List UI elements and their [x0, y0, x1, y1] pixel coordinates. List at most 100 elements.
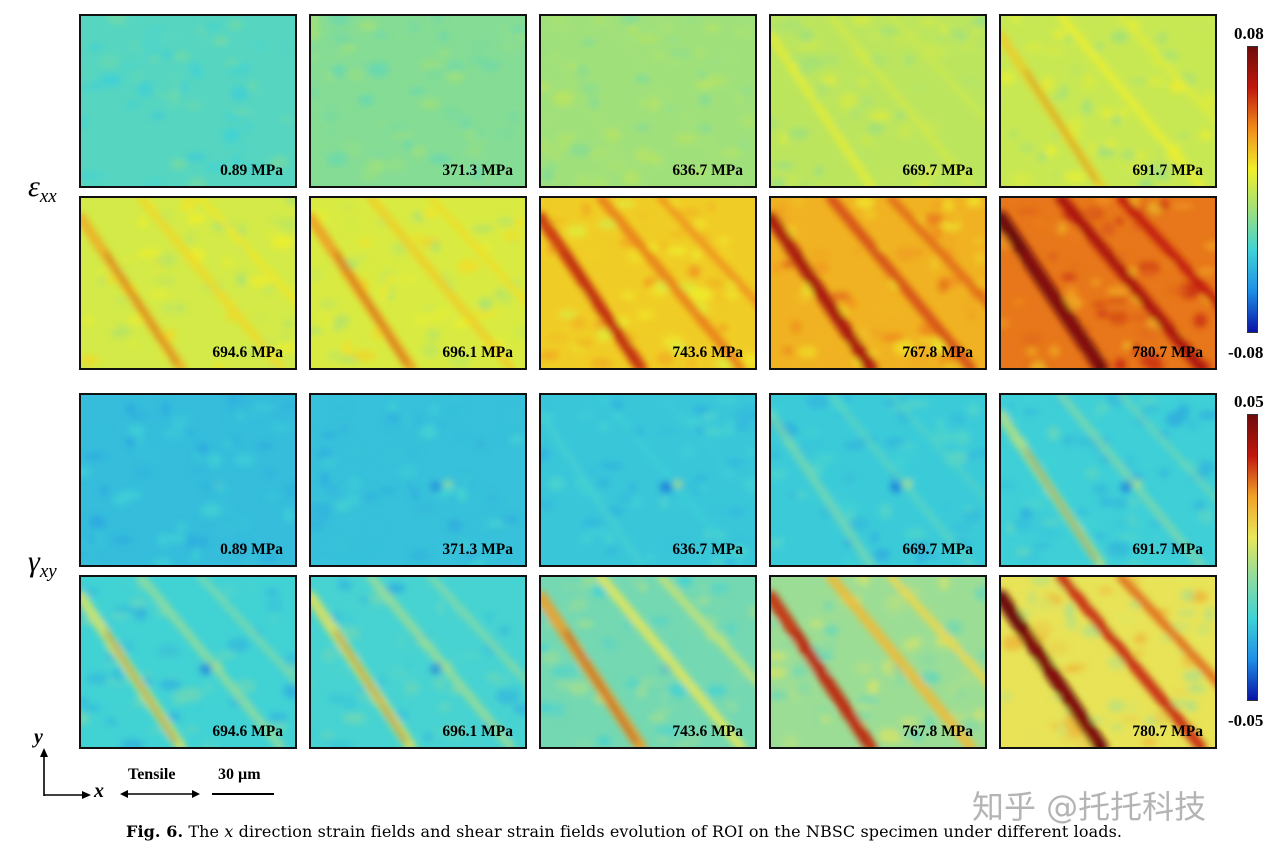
- field-speckle: [203, 21, 222, 32]
- field-speckle: [172, 51, 191, 62]
- field-speckle: [81, 712, 90, 726]
- field-speckle: [771, 116, 779, 131]
- field-speckle: [724, 700, 739, 713]
- field-speckle: [1081, 99, 1093, 115]
- field-speckle: [84, 60, 100, 67]
- field-speckle: [119, 577, 129, 587]
- field-speckle: [320, 472, 330, 488]
- field-speckle: [715, 601, 725, 612]
- field-speckle: [668, 48, 692, 60]
- field-speckle: [733, 24, 751, 39]
- field-speckle: [311, 726, 318, 741]
- exx-panel: 767.8 MPa: [769, 196, 987, 370]
- field-speckle: [274, 408, 290, 422]
- field-speckle: [1010, 173, 1033, 186]
- field-speckle: [914, 247, 925, 257]
- field-speckle: [331, 324, 344, 331]
- load-label: 636.7 MPa: [672, 162, 743, 179]
- field-speckle: [311, 105, 327, 119]
- field-speckle: [441, 106, 462, 122]
- field-speckle: [165, 328, 177, 342]
- gxy-panel: 636.7 MPa: [539, 393, 757, 567]
- field-speckle: [195, 30, 210, 45]
- field-speckle: [634, 147, 652, 164]
- field-speckle: [771, 177, 787, 186]
- field-speckle: [446, 402, 462, 418]
- field-speckle: [120, 739, 145, 747]
- field-speckle: [388, 402, 398, 413]
- field-speckle: [1119, 107, 1128, 118]
- field-speckle: [909, 541, 930, 551]
- field-speckle: [441, 313, 461, 322]
- field-speckle: [89, 160, 107, 171]
- field-speckle: [1128, 313, 1151, 322]
- field-speckle: [335, 500, 350, 512]
- exx-field-map: [541, 16, 755, 186]
- field-speckle: [1115, 217, 1124, 225]
- field-speckle: [326, 484, 340, 497]
- field-speckle: [904, 527, 927, 540]
- field-speckle: [1051, 172, 1063, 180]
- field-speckle: [346, 68, 366, 81]
- field-speckle: [1111, 114, 1121, 126]
- field-speckle: [705, 277, 725, 290]
- field-speckle: [423, 733, 433, 741]
- field-speckle: [311, 88, 321, 98]
- field-speckle: [450, 433, 472, 441]
- caption-italic-x: x: [224, 822, 234, 841]
- x-axis-label: x: [94, 780, 104, 802]
- field-speckle: [161, 401, 170, 416]
- field-speckle: [919, 18, 938, 26]
- field-speckle: [1124, 454, 1137, 471]
- field-speckle: [1114, 358, 1127, 368]
- field-speckle: [81, 117, 86, 128]
- gxy-panel: 669.7 MPa: [769, 393, 987, 567]
- field-speckle: [965, 20, 974, 34]
- field-speckle: [1112, 497, 1128, 510]
- field-speckle: [1158, 260, 1179, 269]
- field-speckle: [932, 226, 943, 239]
- field-speckle: [693, 474, 709, 482]
- field-speckle: [380, 418, 396, 429]
- gxy-field-map: [771, 395, 985, 565]
- field-speckle: [470, 166, 485, 181]
- field-speckle: [678, 444, 698, 459]
- field-speckle: [499, 44, 520, 51]
- field-speckle: [1117, 533, 1140, 541]
- field-speckle: [669, 36, 678, 45]
- field-speckle: [577, 434, 590, 445]
- field-speckle: [311, 489, 328, 505]
- field-speckle: [1067, 117, 1082, 132]
- field-speckle: [741, 85, 752, 97]
- strain-spot-low: [430, 663, 442, 675]
- field-speckle: [885, 437, 906, 446]
- y-axis-label: y: [34, 726, 43, 748]
- field-speckle: [878, 305, 896, 316]
- field-speckle: [448, 395, 461, 404]
- field-speckle: [859, 78, 868, 86]
- field-speckle: [81, 316, 97, 325]
- field-speckle: [879, 26, 898, 36]
- field-speckle: [639, 318, 657, 328]
- field-speckle: [656, 725, 680, 735]
- field-speckle: [269, 217, 285, 225]
- field-speckle: [1178, 132, 1189, 139]
- field-speckle: [179, 202, 196, 213]
- field-speckle: [600, 461, 610, 469]
- exx-field-map: [81, 16, 295, 186]
- field-speckle: [420, 124, 431, 138]
- field-speckle: [1045, 144, 1057, 157]
- figure-caption: Fig. 6. The x direction strain fields an…: [126, 822, 1122, 841]
- field-speckle: [189, 61, 199, 78]
- field-speckle: [392, 275, 411, 291]
- field-speckle: [734, 422, 751, 431]
- field-speckle: [88, 175, 106, 186]
- exx-subscript: xx: [39, 186, 57, 207]
- field-speckle: [664, 536, 684, 552]
- field-speckle: [1180, 589, 1196, 602]
- field-speckle: [1094, 645, 1115, 660]
- field-speckle: [1092, 407, 1102, 420]
- field-speckle: [284, 653, 295, 666]
- field-speckle: [157, 645, 181, 658]
- load-label: 691.7 MPa: [1132, 541, 1203, 558]
